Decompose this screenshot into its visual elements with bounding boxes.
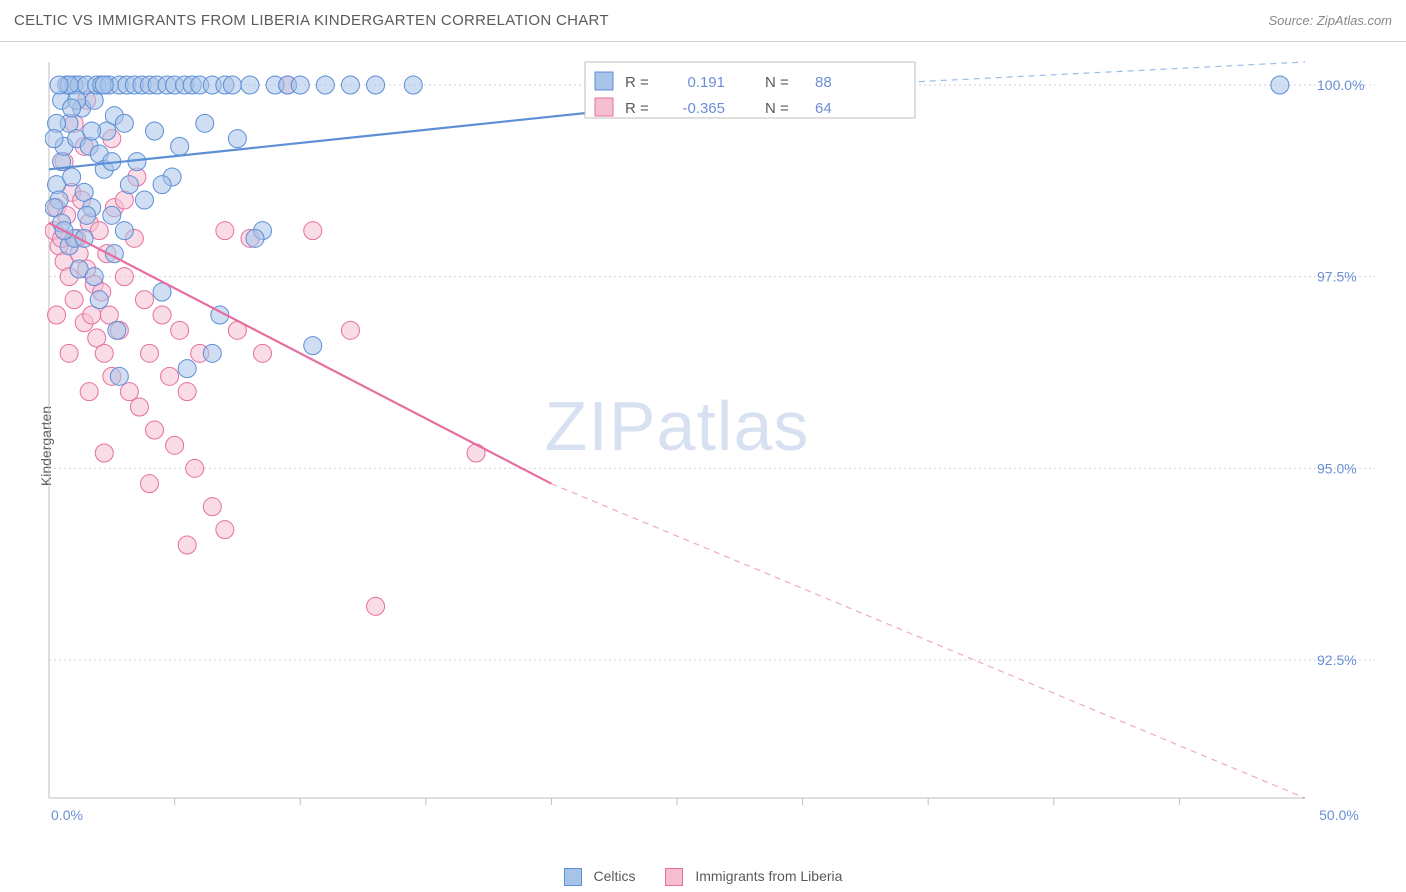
scatter-chart-svg: 92.5% 95.0% 97.5% 100.0% 0.0% 50.0% ZIPatlas R … [45,58,1375,828]
legend-label: Celtics [593,868,635,884]
legend-item-liberia: Immigrants from Liberia [665,868,842,886]
svg-text:0.0%: 0.0% [51,807,83,823]
svg-text:0.191: 0.191 [687,74,725,91]
svg-text:N =: N = [765,74,789,91]
legend-item-celtics: Celtics [564,868,636,886]
svg-text:100.0%: 100.0% [1317,77,1364,93]
svg-text:92.5%: 92.5% [1317,652,1357,668]
svg-text:97.5%: 97.5% [1317,269,1357,285]
legend-label: Immigrants from Liberia [695,868,842,884]
legend-swatch-celtics [564,868,582,886]
svg-text:R =: R = [625,74,649,91]
svg-text:64: 64 [815,100,832,117]
chart-title: CELTIC VS IMMIGRANTS FROM LIBERIA KINDER… [14,12,609,29]
svg-text:R =: R = [625,100,649,117]
svg-text:-0.365: -0.365 [682,100,725,117]
svg-text:50.0%: 50.0% [1319,807,1359,823]
svg-text:88: 88 [815,74,832,91]
svg-text:ZIPatlas: ZIPatlas [545,387,810,465]
chart-header: CELTIC VS IMMIGRANTS FROM LIBERIA KINDER… [0,0,1406,42]
svg-text:95.0%: 95.0% [1317,460,1357,476]
bottom-legend: Celtics Immigrants from Liberia [0,868,1406,886]
svg-text:N =: N = [765,100,789,117]
legend-swatch-liberia [665,868,683,886]
chart-source: Source: ZipAtlas.com [1268,13,1392,28]
plot-area: 92.5% 95.0% 97.5% 100.0% 0.0% 50.0% ZIPatlas R … [45,58,1388,837]
chart-container: CELTIC VS IMMIGRANTS FROM LIBERIA KINDER… [0,0,1406,892]
